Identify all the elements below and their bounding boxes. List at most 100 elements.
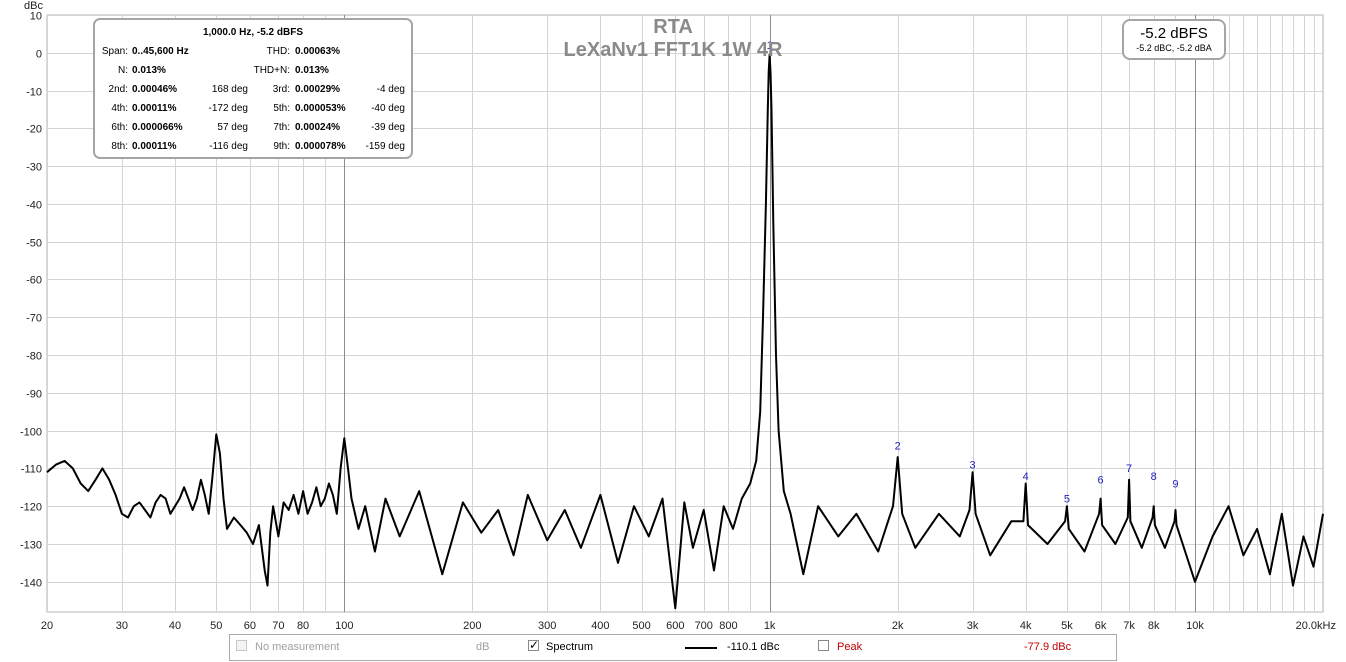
x-tick-label: 50	[210, 620, 222, 632]
info-l2-cell: THD+N:	[253, 65, 290, 76]
x-tick-label: 400	[591, 620, 609, 632]
info-l1-cell: 2nd:	[108, 84, 128, 95]
info-d1-cell: -116 deg	[209, 141, 248, 152]
chart-title: RTA	[653, 16, 693, 38]
x-tick-label: 5k	[1061, 620, 1073, 632]
harmonic-marker-9: 9	[1172, 478, 1178, 490]
level-sub-readout: -5.2 dBC, -5.2 dBA	[1136, 43, 1212, 53]
y-axis-unit-label: dBc	[24, 0, 43, 12]
y-tick-label: -10	[26, 87, 42, 99]
y-tick-label: -20	[26, 124, 42, 136]
info-l1-cell: 4th:	[111, 103, 128, 114]
info-d2-cell: -40 deg	[371, 103, 405, 114]
x-tick-label: 300	[538, 620, 556, 632]
info-v1-cell: 0.000066%	[132, 122, 183, 133]
info-header: 1,000.0 Hz, -5.2 dBFS	[202, 27, 304, 38]
info-v2-cell: 0.00029%	[295, 84, 341, 95]
no-measurement-unit: dB	[476, 641, 490, 653]
peak-label: Peak	[837, 641, 863, 653]
harmonic-marker-7: 7	[1126, 463, 1132, 475]
harmonic-marker-4: 4	[1023, 471, 1029, 483]
peak-checkbox[interactable]	[818, 640, 829, 651]
x-tick-label: 80	[297, 620, 309, 632]
info-v2-cell: 0.000053%	[295, 103, 346, 114]
info-l1-cell: 6th:	[111, 122, 128, 133]
info-d1-cell: 168 deg	[211, 84, 248, 95]
spectrum-line-swatch	[685, 647, 717, 649]
x-tick-label: 10k	[1186, 620, 1204, 632]
y-tick-label: -90	[26, 389, 42, 401]
info-d2-cell: -39 deg	[371, 122, 405, 133]
info-v1-cell: 0.00011%	[132, 141, 177, 152]
y-tick-label: -100	[20, 427, 42, 439]
peak-value: -77.9 dBc	[1024, 641, 1072, 653]
x-tick-label: 70	[272, 620, 284, 632]
x-tick-label: 3k	[967, 620, 979, 632]
y-tick-label: -120	[20, 502, 42, 514]
axis-tick-labels: 10 0 -10 -20 -30 -40 -50 -60 -70 -80 -90 -100 -110 -1…	[20, 11, 1336, 633]
harmonic-marker-2: 2	[895, 441, 901, 453]
info-l2-cell: THD:	[266, 46, 290, 57]
y-tick-label: -70	[26, 313, 42, 325]
info-v1-cell: 0.00011%	[132, 103, 177, 114]
legend-bar: No measurement dB ✓ Spectrum -110.1 dBc …	[229, 634, 1117, 661]
y-tick-label: -140	[20, 578, 42, 590]
info-d1-cell: 57 deg	[217, 122, 248, 133]
no-measurement-label: No measurement	[255, 641, 340, 653]
x-tick-label: 600	[666, 620, 684, 632]
spectrum-checkbox[interactable]: ✓	[528, 638, 539, 652]
y-tick-label: 10	[30, 11, 42, 23]
x-tick-label: 800	[719, 620, 737, 632]
x-tick-label: 700	[695, 620, 713, 632]
harmonic-markers: 1 2 3 4 5 6 7 8 9	[767, 40, 1179, 505]
info-d2-cell: -4 deg	[376, 84, 405, 95]
x-tick-label: 8k	[1148, 620, 1160, 632]
y-tick-label: 0	[36, 49, 42, 61]
level-readout-box: -5.2 dBFS -5.2 dBC, -5.2 dBA	[1122, 19, 1226, 60]
info-l1-cell: Span:	[101, 46, 128, 57]
info-v2-cell: 0.00024%	[295, 122, 341, 133]
info-d1-cell: -172 deg	[208, 103, 248, 114]
harmonic-marker-3: 3	[970, 459, 976, 471]
info-v2-cell: 0.00063%	[295, 46, 341, 57]
no-measurement-checkbox[interactable]	[236, 640, 247, 651]
y-tick-label: -30	[26, 162, 42, 174]
chart-subtitle: LeXaNv1 FFT1K 1W 4R	[564, 39, 784, 61]
x-tick-label: 20	[41, 620, 53, 632]
spectrum-label: Spectrum	[546, 641, 594, 653]
harmonic-marker-1: 1	[767, 40, 773, 52]
x-tick-label: 4k	[1020, 620, 1032, 632]
info-v2-cell: 0.000078%	[295, 141, 346, 152]
x-tick-label: 2k	[892, 620, 904, 632]
harmonic-marker-5: 5	[1064, 493, 1070, 505]
info-l1-cell: N:	[118, 65, 128, 76]
harmonic-marker-8: 8	[1151, 471, 1157, 483]
x-tick-label: 6k	[1095, 620, 1107, 632]
y-tick-label: -40	[26, 200, 42, 212]
info-l2-cell: 5th:	[273, 103, 290, 114]
harmonic-marker-6: 6	[1098, 475, 1104, 487]
info-l2-cell: 7th:	[273, 122, 290, 133]
spectrum-series-line	[46, 53, 1324, 610]
info-l2-cell: 3rd:	[272, 84, 290, 95]
x-tick-label: 30	[116, 620, 128, 632]
y-tick-label: -130	[20, 540, 42, 552]
x-tick-label: 7k	[1123, 620, 1135, 632]
y-tick-label: -110	[21, 464, 42, 476]
spectrum-value: -110.1 dBc	[727, 641, 780, 653]
info-d2-cell: -159 deg	[365, 141, 405, 152]
x-tick-label: 20.0kHz	[1296, 620, 1336, 632]
x-tick-label: 60	[244, 620, 256, 632]
y-tick-label: -60	[26, 275, 42, 287]
info-v1-cell: 0.013%	[132, 65, 166, 76]
y-tick-label: -80	[26, 351, 42, 363]
x-tick-label: 200	[463, 620, 481, 632]
distortion-info-box: 1,000.0 Hz, -5.2 dBFS Span: 0..45,600 Hz T…	[93, 18, 413, 159]
x-tick-label: 40	[169, 620, 181, 632]
info-v1-cell: 0..45,600 Hz	[132, 46, 189, 57]
level-main-readout: -5.2 dBFS	[1140, 25, 1208, 42]
x-tick-label: 1k	[764, 620, 776, 632]
x-tick-label: 500	[632, 620, 650, 632]
info-v2-cell: 0.013%	[295, 65, 329, 76]
y-tick-label: -50	[26, 238, 42, 250]
